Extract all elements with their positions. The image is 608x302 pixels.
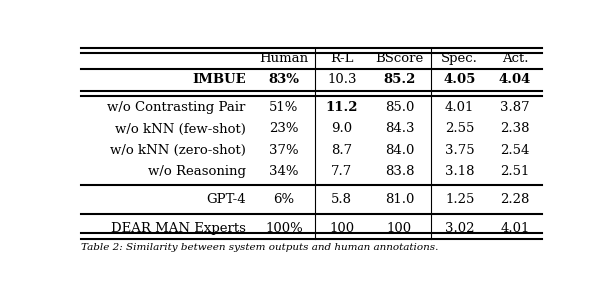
Text: 34%: 34% xyxy=(269,165,299,178)
Text: DEAR MAN Experts: DEAR MAN Experts xyxy=(111,221,246,235)
Text: Human: Human xyxy=(260,52,308,65)
Text: w/o kNN (few-shot): w/o kNN (few-shot) xyxy=(115,123,246,136)
Text: 11.2: 11.2 xyxy=(325,101,358,114)
Text: 4.04: 4.04 xyxy=(499,73,531,86)
Text: 84.0: 84.0 xyxy=(385,143,414,156)
Text: 4.05: 4.05 xyxy=(443,73,476,86)
Text: w/o Contrasting Pair: w/o Contrasting Pair xyxy=(108,101,246,114)
Text: Table 2: Similarity between system outputs and human annotations.: Table 2: Similarity between system outpu… xyxy=(81,243,438,252)
Text: 7.7: 7.7 xyxy=(331,165,353,178)
Text: 100: 100 xyxy=(329,221,354,235)
Text: w/o kNN (zero-shot): w/o kNN (zero-shot) xyxy=(110,143,246,156)
Text: 2.55: 2.55 xyxy=(445,123,474,136)
Text: 2.54: 2.54 xyxy=(500,143,530,156)
Text: 100: 100 xyxy=(387,221,412,235)
Text: 83%: 83% xyxy=(269,73,300,86)
Text: w/o Reasoning: w/o Reasoning xyxy=(148,165,246,178)
Text: 85.0: 85.0 xyxy=(385,101,414,114)
Text: 2.51: 2.51 xyxy=(500,165,530,178)
Text: 3.87: 3.87 xyxy=(500,101,530,114)
Text: 37%: 37% xyxy=(269,143,299,156)
Text: 3.75: 3.75 xyxy=(445,143,474,156)
Text: 3.18: 3.18 xyxy=(445,165,474,178)
Text: 51%: 51% xyxy=(269,101,299,114)
Text: 5.8: 5.8 xyxy=(331,193,352,206)
Text: 10.3: 10.3 xyxy=(327,73,356,86)
Text: 85.2: 85.2 xyxy=(383,73,416,86)
Text: 4.01: 4.01 xyxy=(500,221,530,235)
Text: R-L: R-L xyxy=(330,52,353,65)
Text: 6%: 6% xyxy=(274,193,294,206)
Text: BScore: BScore xyxy=(375,52,424,65)
Text: 2.38: 2.38 xyxy=(500,123,530,136)
Text: 4.01: 4.01 xyxy=(445,101,474,114)
Text: 3.02: 3.02 xyxy=(445,221,474,235)
Text: 83.8: 83.8 xyxy=(385,165,414,178)
Text: Act.: Act. xyxy=(502,52,528,65)
Text: GPT-4: GPT-4 xyxy=(206,193,246,206)
Text: 9.0: 9.0 xyxy=(331,123,352,136)
Text: 100%: 100% xyxy=(265,221,303,235)
Text: 84.3: 84.3 xyxy=(385,123,414,136)
Text: 23%: 23% xyxy=(269,123,299,136)
Text: IMBUE: IMBUE xyxy=(192,73,246,86)
Text: 8.7: 8.7 xyxy=(331,143,352,156)
Text: 2.28: 2.28 xyxy=(500,193,530,206)
Text: 1.25: 1.25 xyxy=(445,193,474,206)
Text: 81.0: 81.0 xyxy=(385,193,414,206)
Text: Spec.: Spec. xyxy=(441,52,478,65)
